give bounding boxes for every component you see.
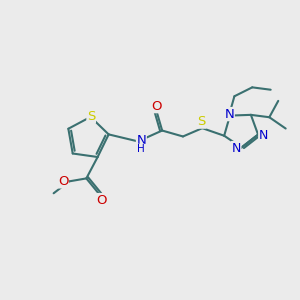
Text: H: H bbox=[137, 144, 145, 154]
Text: O: O bbox=[152, 100, 162, 113]
Text: N: N bbox=[224, 108, 234, 121]
Text: S: S bbox=[87, 110, 95, 123]
Text: O: O bbox=[58, 175, 68, 188]
Text: S: S bbox=[197, 115, 206, 128]
Text: N: N bbox=[136, 134, 146, 147]
Text: N: N bbox=[259, 129, 268, 142]
Text: N: N bbox=[232, 142, 241, 154]
Text: O: O bbox=[96, 194, 106, 207]
